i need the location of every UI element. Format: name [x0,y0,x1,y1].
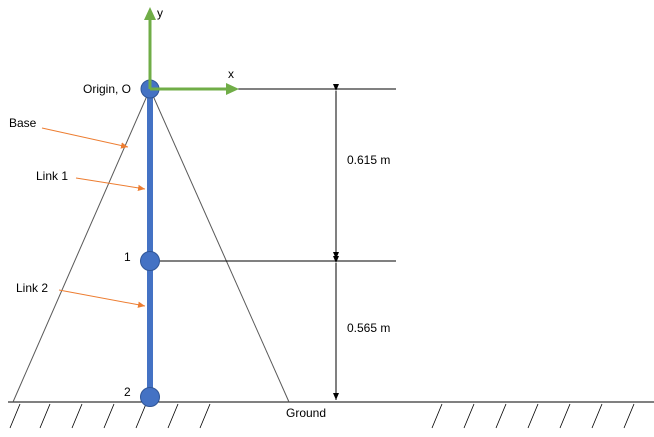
ground-label: Ground [286,406,326,420]
link1-label: Link 1 [36,169,68,183]
dimension-upper: 0.615 m [333,84,390,259]
link2-leader-arrow [58,289,146,308]
y-axis-label: y [157,6,163,20]
coordinate-frame: y x [144,6,239,95]
link1-leader-arrow [75,177,146,192]
link-1 [147,89,153,261]
dimension-lower: 0.565 m [333,256,390,400]
joint-1 [140,251,160,271]
origin-label: Origin, O [83,82,131,96]
base-leader-arrow [41,127,129,149]
joint1-label: 1 [124,250,131,264]
dimension-lower-label: 0.565 m [347,321,390,335]
x-axis-arrowhead [226,83,239,95]
link-2 [147,261,153,397]
ground: Ground [8,401,654,429]
x-axis-label: x [228,67,234,81]
base-right-edge [149,88,290,403]
y-axis-arrowhead [144,7,156,20]
base-label: Base [9,116,37,130]
base-left-edge [12,88,151,403]
joint-2 [140,387,160,407]
joint2-label: 2 [124,385,131,399]
dimension-upper-label: 0.615 m [347,153,390,167]
ground-hatching [9,403,635,429]
base-support [12,88,290,403]
link2-label: Link 2 [16,281,48,295]
